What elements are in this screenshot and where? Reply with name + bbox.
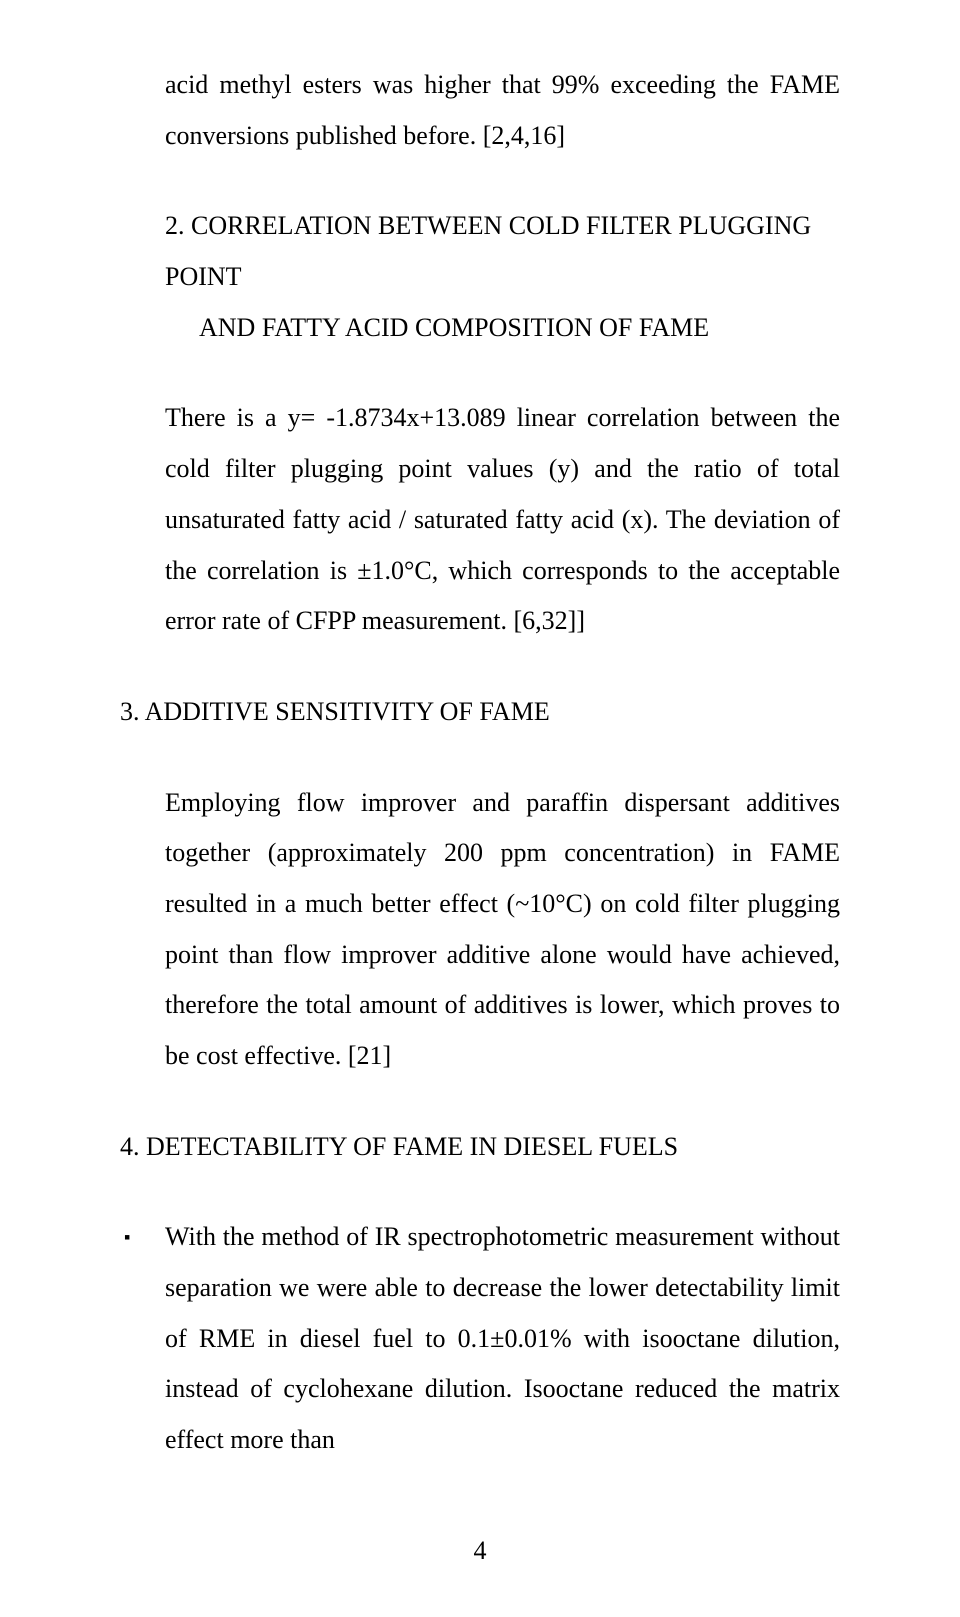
heading-line-1: 2. CORRELATION BETWEEN COLD FILTER PLUGG… [165,201,840,302]
heading-line-2: AND FATTY ACID COMPOSITION OF FAME [165,303,840,354]
section-2-body: There is a y= -1.8734x+13.089 linear cor… [120,393,840,646]
section-3-body: Employing flow improver and paraffin dis… [120,778,840,1082]
section-2-heading: 2. CORRELATION BETWEEN COLD FILTER PLUGG… [120,201,840,353]
section-4-bullet: ▪ With the method of IR spectrophotometr… [120,1212,840,1465]
intro-paragraph: acid methyl esters was higher that 99% e… [120,60,840,161]
section-4-body: With the method of IR spectrophotometric… [165,1212,840,1465]
section-3-heading: 3. ADDITIVE SENSITIVITY OF FAME [120,687,840,738]
page-number: 4 [120,1526,840,1577]
bullet-marker-icon: ▪ [120,1212,165,1262]
section-4-heading: 4. DETECTABILITY OF FAME IN DIESEL FUELS [120,1122,840,1173]
